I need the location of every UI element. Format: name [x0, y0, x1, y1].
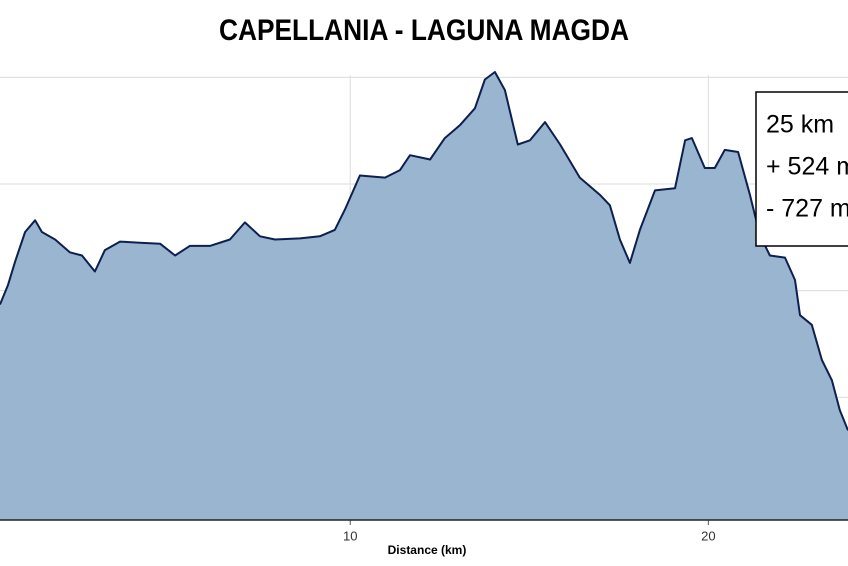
x-tick-label: 20: [701, 528, 715, 543]
chart-title: CAPELLANIA - LAGUNA MAGDA: [219, 14, 629, 47]
annotation-text: + 524 m: [766, 153, 848, 181]
x-axis-label: Distance (km): [388, 543, 467, 557]
annotation-frame: [755, 91, 848, 247]
annotation-text: 25 km: [766, 111, 834, 139]
area-fill: [0, 72, 848, 520]
annotation-text: - 727 m: [766, 195, 848, 223]
annotation-box: 25 km + 524 m - 727 m: [755, 91, 848, 247]
x-tick-label: 10: [343, 528, 357, 543]
plot-area: 10 20: [0, 71, 848, 543]
elevation-line: [0, 71, 848, 431]
